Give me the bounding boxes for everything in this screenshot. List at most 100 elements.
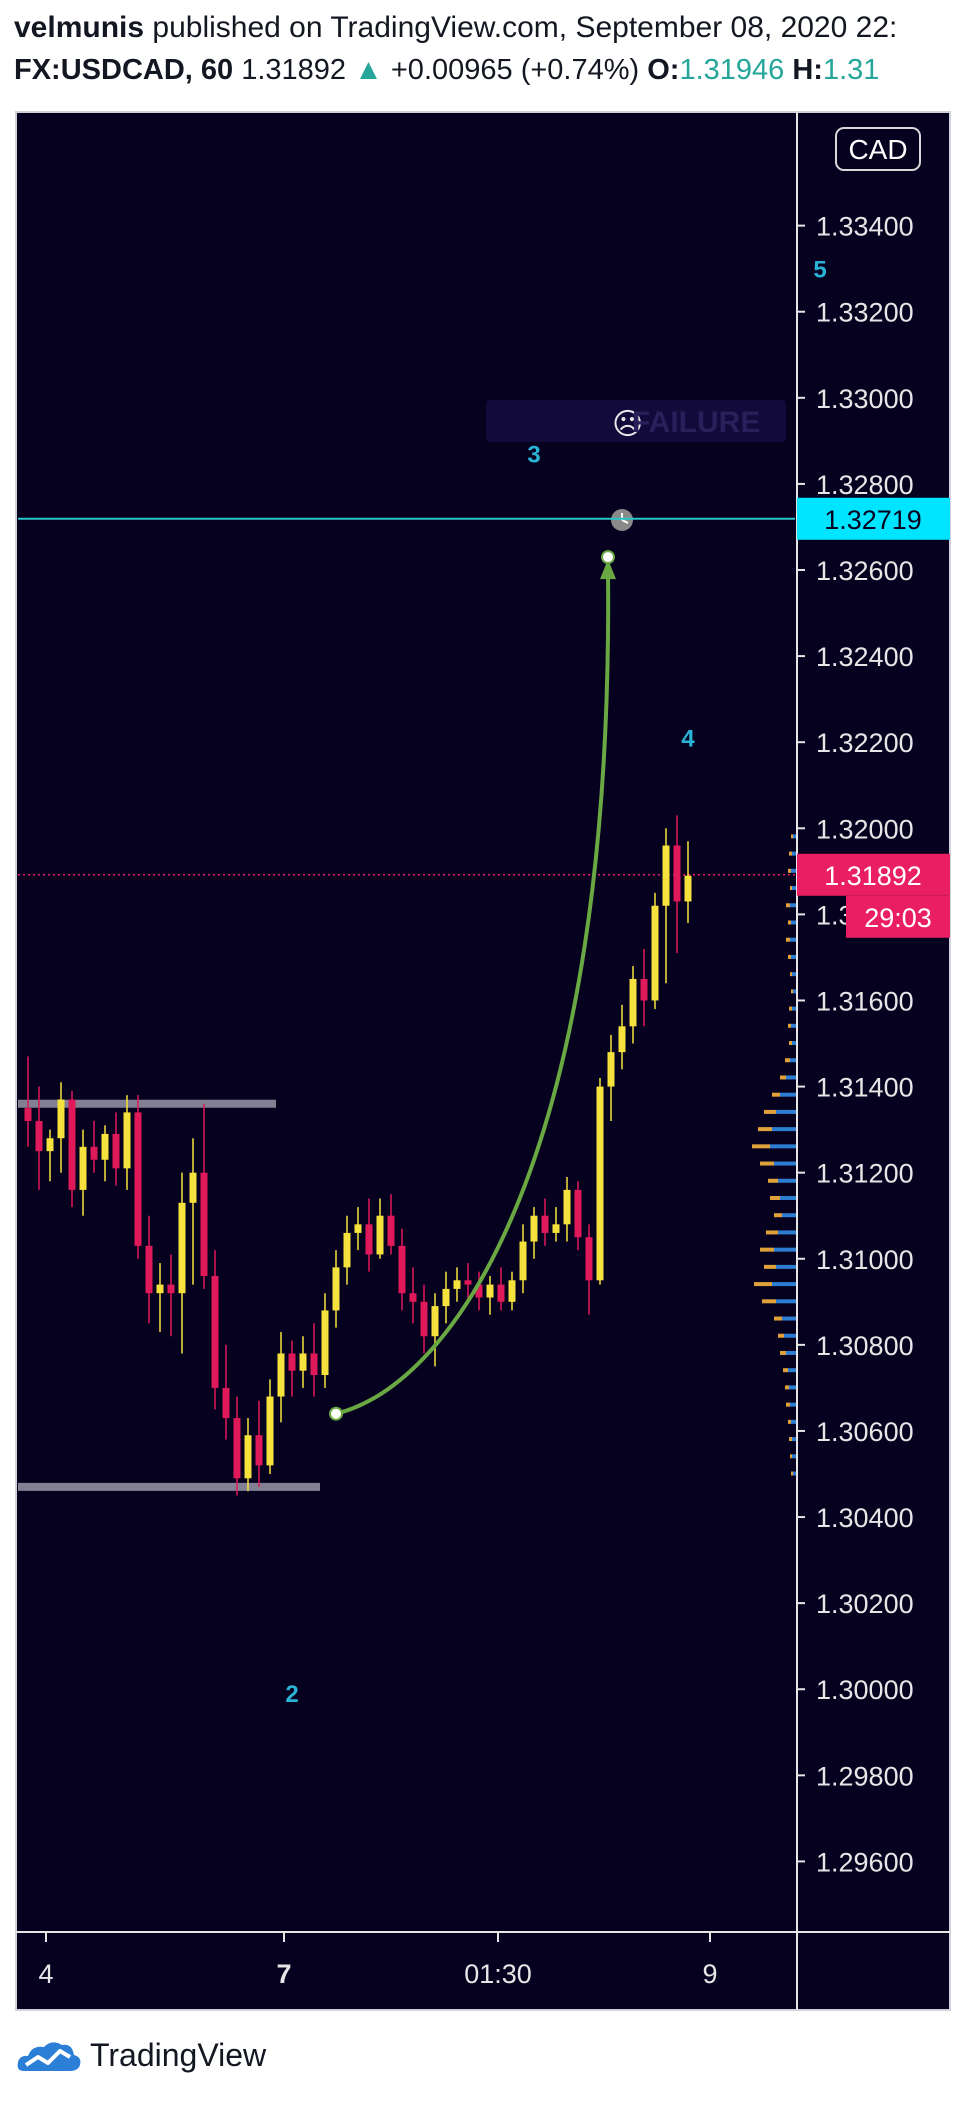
volume-bar-blue [776,1109,796,1114]
candle [24,1056,32,1147]
candle [101,1125,109,1182]
candle-body [123,1112,131,1169]
volume-bar-orange [770,1195,780,1200]
volume-bar-blue [792,1454,796,1459]
candle [475,1271,483,1311]
candle [145,1215,153,1324]
candle-body [35,1121,43,1152]
volume-bar-orange [780,1075,786,1080]
candle [585,1224,593,1315]
candle-body [134,1112,142,1246]
candle [46,1129,54,1182]
volume-bar-orange [780,1350,786,1355]
projection-arc[interactable] [329,550,616,1421]
volume-bar-blue [770,1144,796,1149]
volume-bar-orange [760,1161,774,1166]
candle-body [354,1224,362,1233]
publish-line: velmunis published on TradingView.com, S… [14,8,964,48]
volume-bar-blue [793,834,796,839]
volume-bar-blue [784,1333,796,1338]
tradingview-brand[interactable]: TradingView [90,2036,267,2073]
price-axis[interactable]: 1.33400 1.33200 1.33000 1.32800 1.32600 1.324… [797,212,914,1878]
price-tags: 1.32719 1.31892 29:03 [797,497,950,938]
candle-body [112,1133,120,1169]
candle-body [585,1237,593,1281]
volume-bar-blue [776,1264,796,1269]
currency-badge[interactable]: CAD [835,127,921,171]
arc-end-point [601,550,615,565]
volume-bar-blue [772,1127,796,1132]
candle-body [618,1026,626,1053]
candle [244,1418,252,1492]
countdown-text: 29:03 [864,903,932,933]
candle-body [464,1280,472,1285]
candle [79,1129,87,1216]
time-tick-label: 7 [276,1959,291,1989]
volume-bar-orange [762,1299,776,1304]
price-tick-label: 1.30600 [816,1417,914,1447]
candle-body [607,1052,615,1087]
volume-bar-orange [760,1247,774,1252]
candle [662,828,670,984]
candle-body [233,1418,241,1479]
candle [200,1103,208,1289]
time-axis[interactable]: 4 7 01:30 9 [38,1932,718,1989]
wave-label: 4 [681,725,695,752]
volume-bar-orange [764,1109,776,1114]
candle-body [420,1301,428,1337]
volume-bar-blue [791,920,796,925]
volume-bar-blue [792,1437,796,1442]
candles [24,815,692,1496]
candle [321,1293,329,1388]
candle-body [640,978,648,1001]
price-tick-label: 1.29600 [816,1847,914,1877]
candle-body [475,1284,483,1298]
price-tick-label: 1.33000 [816,384,914,414]
candle [222,1344,230,1440]
candle-body [662,845,670,906]
wave-label: 3 [527,441,540,468]
candle [596,1077,604,1285]
candle [629,966,637,1044]
volume-bar-orange [774,1316,782,1321]
volume-bar-orange [791,1471,793,1476]
candle [156,1263,164,1332]
candle-body [365,1224,373,1255]
legend-line: FX:USDCAD, 60 1.31892 ▲ +0.00965 (+0.74%… [14,50,964,90]
candle-body [343,1232,351,1268]
volume-bar-orange [783,1368,788,1373]
candle [123,1095,131,1190]
candle-body [321,1310,329,1375]
volume-bar-blue [782,1316,796,1321]
candle [90,1121,98,1173]
volume-bar-orange [791,989,793,994]
price-tick-label: 1.32800 [816,470,914,500]
price-tick-label: 1.29800 [816,1761,914,1791]
volume-bar-orange [789,1041,792,1046]
candle [464,1263,472,1302]
volume-bar-blue [772,1282,796,1287]
wave-label: 5 [813,256,826,283]
candle [508,1271,516,1311]
candle-body [431,1306,439,1337]
wave-labels: 2 3 4 5 [285,256,826,1708]
volume-bar-orange [789,851,792,856]
candle [233,1396,241,1496]
candle [68,1090,76,1208]
candle-body [508,1280,516,1302]
candle-body [563,1189,571,1225]
candle [35,1086,43,1190]
clock-icon [611,509,633,531]
arc-path [335,571,611,1416]
candle [354,1207,362,1251]
volume-bar-orange [772,1092,780,1097]
candle [420,1284,428,1354]
candle [57,1082,65,1173]
volume-bar-orange [752,1144,770,1149]
published-text: published on TradingView.com, September … [144,11,898,44]
volume-bar-blue [786,1350,796,1355]
author-name[interactable]: velmunis [14,11,145,44]
arc-start-point [329,1406,343,1421]
symbol-label[interactable]: FX:USDCAD, 60 [14,54,234,86]
